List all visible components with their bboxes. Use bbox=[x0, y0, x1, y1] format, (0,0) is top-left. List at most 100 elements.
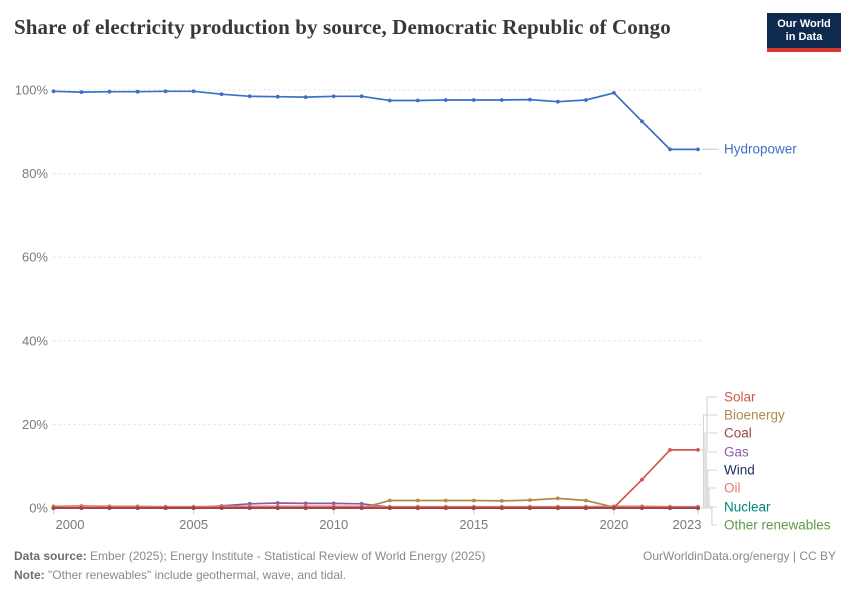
series-point-coal bbox=[79, 506, 84, 510]
series-line-solar[interactable] bbox=[53, 449, 699, 509]
series-point-coal bbox=[135, 506, 140, 510]
series-point-coal bbox=[275, 506, 280, 510]
series-point-coal bbox=[191, 506, 196, 510]
series-point-coal bbox=[359, 506, 364, 510]
series-point-gas bbox=[331, 501, 336, 506]
series-point-coal bbox=[303, 506, 308, 510]
series-point-hydropower bbox=[387, 98, 392, 103]
series-point-hydropower bbox=[443, 98, 448, 102]
note-label: Note: bbox=[14, 568, 45, 582]
series-point-hydropower bbox=[331, 94, 336, 99]
series-line-oil[interactable] bbox=[53, 505, 699, 508]
series-point-coal bbox=[331, 506, 336, 510]
series-point-bioenergy bbox=[556, 496, 560, 501]
legend-label-wind[interactable]: Wind bbox=[724, 463, 755, 478]
y-axis-tick-label: 80% bbox=[22, 166, 48, 181]
x-axis-tick-label: 2015 bbox=[459, 517, 488, 532]
x-axis-tick-label: 2000 bbox=[56, 517, 85, 532]
chart-title: Share of electricity production by sourc… bbox=[14, 15, 671, 39]
series-point-bioenergy bbox=[528, 498, 532, 502]
note-text: "Other renewables" include geothermal, w… bbox=[44, 568, 347, 582]
series-point-coal bbox=[443, 506, 448, 510]
series-point-gas bbox=[275, 501, 280, 505]
series-point-bioenergy bbox=[387, 498, 392, 503]
legend-label-bioenergy[interactable]: Bioenergy bbox=[724, 408, 785, 423]
series-point-hydropower bbox=[471, 98, 476, 102]
series-point-hydropower bbox=[247, 94, 252, 99]
series-point-hydropower bbox=[163, 89, 168, 94]
legend-label-coal[interactable]: Coal bbox=[724, 426, 752, 441]
data-source-text: Ember (2025); Energy Institute - Statist… bbox=[86, 549, 486, 563]
series-point-coal bbox=[668, 506, 672, 510]
series-point-coal bbox=[163, 506, 168, 510]
series-point-coal bbox=[556, 506, 560, 510]
data-source-label: Data source: bbox=[14, 549, 87, 563]
series-point-hydropower bbox=[275, 94, 280, 99]
legend-label-oil[interactable]: Oil bbox=[724, 481, 741, 496]
y-axis-tick-label: 60% bbox=[22, 250, 48, 265]
series-point-bioenergy bbox=[443, 498, 448, 503]
series-point-hydropower bbox=[135, 89, 140, 94]
x-axis-tick-label: 2020 bbox=[599, 517, 628, 532]
series-point-hydropower bbox=[528, 97, 532, 102]
series-point-hydropower bbox=[668, 147, 672, 152]
chart-footer: Data source: Ember (2025); Energy Instit… bbox=[14, 547, 836, 585]
line-chart-canvas: 0% 20% 40% 60% 80% 100% 2000 2005 2010 2015 2020 20… bbox=[15, 83, 831, 533]
series-point-solar bbox=[640, 477, 644, 482]
series-point-coal bbox=[584, 506, 588, 510]
series-point-hydropower bbox=[303, 95, 308, 99]
series-point-bioenergy bbox=[584, 498, 588, 503]
series-point-coal bbox=[247, 506, 252, 510]
series-point-coal bbox=[387, 506, 392, 510]
series-point-hydropower bbox=[415, 98, 420, 103]
owid-logo-line1: Our World bbox=[777, 18, 831, 30]
owid-license-link[interactable]: OurWorldinData.org/energy | CC BY bbox=[643, 549, 836, 563]
series-point-bioenergy bbox=[415, 498, 420, 503]
legend-label-hydropower[interactable]: Hydropower bbox=[724, 142, 797, 157]
y-axis-tick-label: 100% bbox=[15, 83, 49, 98]
legend-connector-other-renewables bbox=[700, 507, 717, 526]
series-point-coal bbox=[528, 506, 532, 510]
series-point-hydropower bbox=[191, 89, 196, 94]
series-point-hydropower bbox=[107, 89, 112, 94]
series-point-coal bbox=[499, 506, 504, 510]
x-axis-tick-label: 2010 bbox=[319, 517, 348, 532]
legend-label-gas[interactable]: Gas bbox=[724, 445, 749, 460]
series-point-gas bbox=[303, 501, 308, 506]
x-axis-tick-label: 2023 bbox=[673, 517, 702, 532]
series-point-solar bbox=[668, 448, 672, 452]
series-point-coal bbox=[612, 506, 616, 510]
series-point-solar bbox=[696, 448, 700, 452]
legend-label-solar[interactable]: Solar bbox=[724, 390, 756, 405]
owid-logo[interactable]: Our World in Data bbox=[767, 13, 841, 52]
series-line-hydropower[interactable] bbox=[53, 90, 699, 151]
series-point-hydropower bbox=[640, 119, 644, 124]
series-point-hydropower bbox=[556, 99, 560, 104]
legend-connector-bioenergy bbox=[700, 414, 717, 509]
y-axis-tick-label: 20% bbox=[22, 417, 48, 432]
y-axis-tick-label: 0% bbox=[29, 501, 48, 516]
legend-connector-gas bbox=[700, 451, 717, 509]
legend-connector-oil bbox=[700, 487, 717, 509]
series-point-hydropower bbox=[696, 147, 700, 152]
series-point-hydropower bbox=[51, 89, 56, 94]
series-point-coal bbox=[219, 506, 224, 510]
x-axis-tick-label: 2005 bbox=[179, 517, 208, 532]
series-point-hydropower bbox=[359, 94, 364, 99]
legend-connector-wind bbox=[700, 469, 717, 509]
series-point-coal bbox=[415, 506, 420, 510]
series-point-hydropower bbox=[219, 92, 224, 97]
data-source-line: Data source: Ember (2025); Energy Instit… bbox=[14, 547, 836, 566]
series-point-hydropower bbox=[499, 98, 504, 102]
legend-label-other-renewables[interactable]: Other renewables bbox=[724, 518, 831, 533]
series-point-coal bbox=[51, 506, 56, 510]
series-point-bioenergy bbox=[471, 498, 476, 503]
series-point-coal bbox=[640, 506, 644, 510]
series-point-bioenergy bbox=[499, 499, 504, 503]
series-point-hydropower bbox=[584, 98, 588, 102]
note-line: Note: "Other renewables" include geother… bbox=[14, 566, 836, 585]
legend-label-nuclear[interactable]: Nuclear bbox=[724, 500, 771, 515]
series-point-coal bbox=[696, 506, 700, 510]
series-point-hydropower bbox=[612, 91, 616, 95]
